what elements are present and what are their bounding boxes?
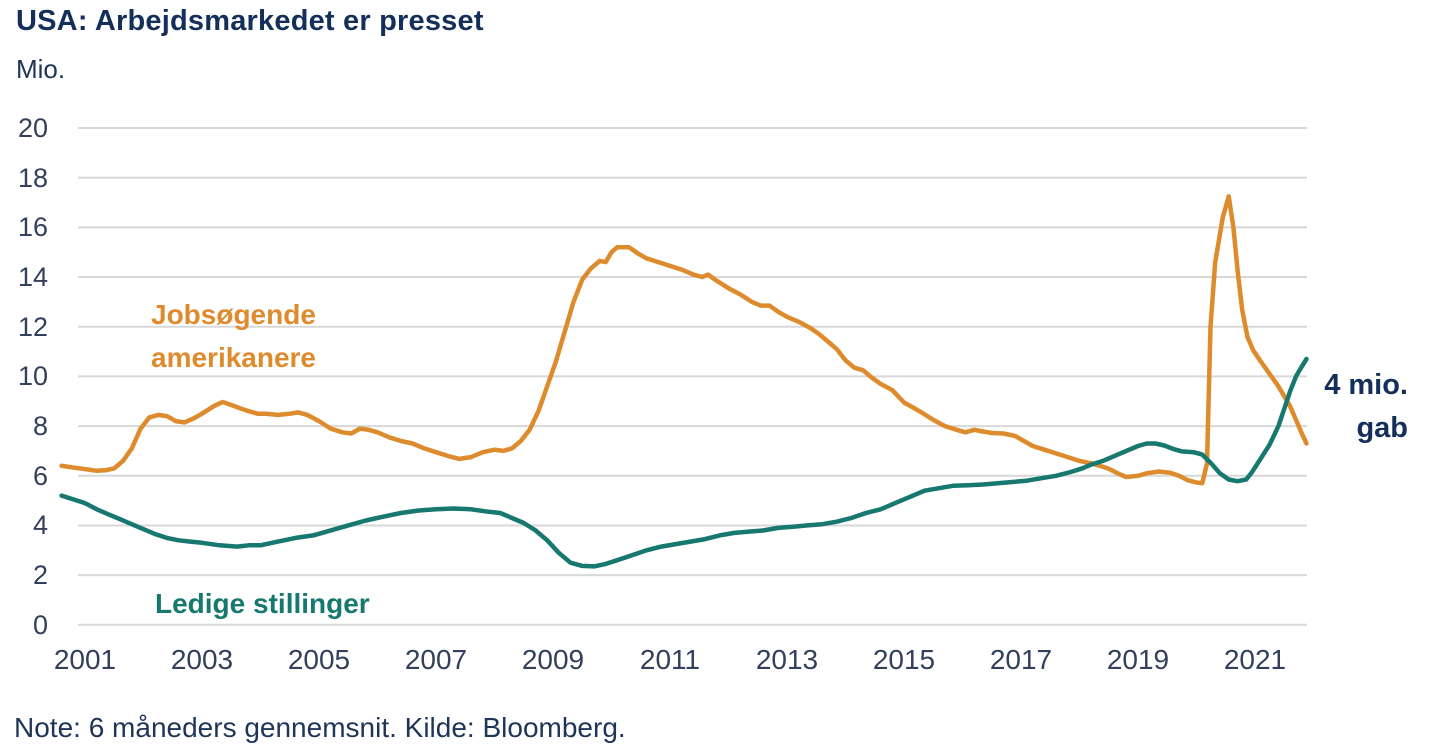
page-title: USA: Arbejdsmarkedet er presset [16,5,484,37]
series-label-jobseekers-line2: amerikanere [151,342,317,373]
y-tick-label: 4 [32,510,48,541]
source-note: Note: 6 måneders gennemsnit. Kilde: Bloo… [14,712,626,743]
x-tick-label: 2019 [1106,644,1170,675]
series-line-jobseekers [59,194,1309,486]
series-line-vacancies [59,356,1309,569]
y-tick-label: 20 [17,113,48,143]
y-tick-label: 10 [17,361,48,392]
series-label-jobseekers: Jobsøgende amerikanere [151,293,316,379]
series-label-jobseekers-line1: Jobsøgende [151,299,316,330]
y-tick-label: 16 [17,212,48,243]
y-tick-label: 0 [32,609,48,640]
series-label-vacancies: Ledige stillinger [155,588,370,619]
x-tick-label: 2003 [170,644,234,675]
y-tick-label: 8 [32,411,48,442]
y-tick-label: 12 [17,311,48,342]
x-tick-label: 2015 [872,644,936,675]
x-tick-label: 2017 [989,644,1053,675]
y-tick-label: 2 [32,560,48,591]
x-tick-label: 2001 [53,644,117,675]
x-tick-label: 2005 [287,644,351,675]
x-tick-label: 2011 [639,644,701,675]
gap-annotation-line2: gab [1356,412,1408,444]
gap-annotation-line1: 4 mio. [1324,369,1408,401]
x-tick-label: 2007 [404,644,468,675]
x-tick-label: 2013 [755,644,819,675]
y-tick-label: 18 [17,162,48,193]
x-tick-label: 2009 [521,644,585,675]
gap-annotation: 4 mio. gab [1302,364,1408,450]
x-tick-label: 2021 [1223,644,1287,675]
y-tick-label: 14 [17,262,48,293]
y-tick-label: 6 [32,460,48,491]
y-axis-unit-label: Mio. [16,54,66,84]
